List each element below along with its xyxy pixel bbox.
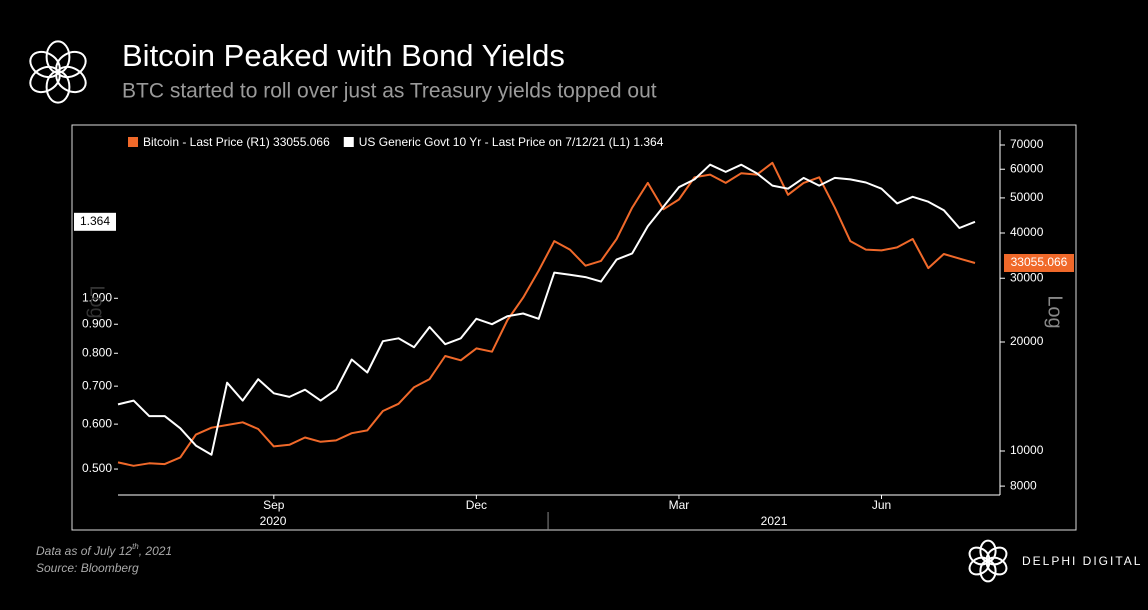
y2-tick-label: 30000 <box>1010 270 1044 284</box>
legend-swatch <box>343 137 354 147</box>
y2-tick-label: 20000 <box>1010 334 1044 348</box>
y-axis-label: Log <box>86 285 108 318</box>
footnote-text: Data as of July 12 <box>36 544 132 558</box>
line-series <box>117 161 976 467</box>
y2-tick-label: 40000 <box>1010 225 1044 239</box>
x-group-label: 2020 <box>260 514 287 528</box>
y2-tick-label: 70000 <box>1010 137 1044 151</box>
x-tick-label: Jun <box>872 498 891 512</box>
last-value-label: 1.364 <box>80 214 110 228</box>
y-tick-label: 0.800 <box>82 345 112 359</box>
legend-label: Bitcoin - Last Price (R1) 33055.066 <box>143 135 330 149</box>
last-value-tag <box>74 212 116 231</box>
logo-petal <box>968 546 991 566</box>
legend-swatch <box>128 137 138 147</box>
x-tick-label: Mar <box>669 498 690 512</box>
logo <box>29 40 87 104</box>
x-tick-label: Sep <box>263 498 285 512</box>
brand: DELPHI DIGITAL <box>1022 554 1142 568</box>
legend-label: US Generic Govt 10 Yr - Last Price on 7/… <box>359 135 664 149</box>
y2-tick-label: 10000 <box>1010 443 1044 457</box>
footnote-sup: th <box>132 542 139 551</box>
y-tick-label: 0.500 <box>82 461 112 475</box>
title: Bitcoin Peaked with Bond Yields <box>122 38 565 73</box>
subtitle: BTC started to roll over just as Treasur… <box>122 80 657 103</box>
y2-tick-label: 8000 <box>1010 478 1037 492</box>
footnote: Data as of July 12th, 2021 <box>36 542 172 558</box>
y-tick-label: 0.900 <box>82 316 112 330</box>
logo <box>968 539 1008 583</box>
y-tick-label: 0.600 <box>82 416 112 430</box>
chart-frame <box>71 124 1077 531</box>
footnote-text: , 2021 <box>139 544 172 558</box>
line-series <box>117 163 976 456</box>
y-tick-label: 1.000 <box>82 290 112 304</box>
last-value-tag <box>1004 253 1074 272</box>
y2-tick-label: 50000 <box>1010 190 1044 204</box>
logo-petal <box>29 50 61 79</box>
y2-axis-label: Log <box>1044 295 1066 328</box>
source: Source: Bloomberg <box>36 561 139 575</box>
x-tick-label: Dec <box>466 498 487 512</box>
y2-tick-label: 60000 <box>1010 161 1044 175</box>
last-value-label: 33055.066 <box>1011 255 1068 269</box>
x-group-label: 2021 <box>761 514 788 528</box>
y-tick-label: 0.700 <box>82 378 112 392</box>
